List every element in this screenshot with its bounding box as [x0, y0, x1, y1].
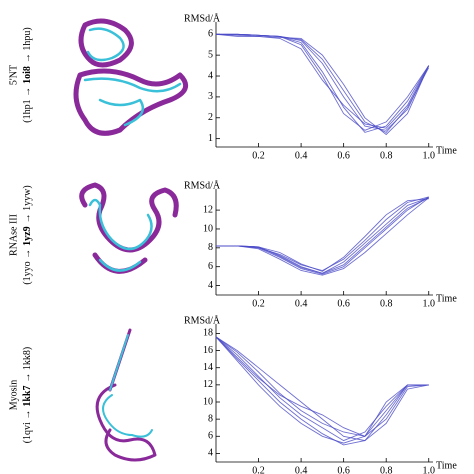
x-tick-label: 0.6 [337, 298, 350, 309]
x-tick-label: 0.8 [380, 150, 393, 161]
x-tick-label: 0.6 [337, 150, 350, 161]
x-tick-label: 0.2 [252, 465, 265, 474]
rmsd-line [215, 336, 429, 437]
y-axis-label: RMSd/Å [184, 12, 221, 24]
structure-5nt [73, 18, 189, 136]
rmsd-line [216, 196, 429, 271]
x-tick-label: 0.2 [252, 150, 265, 161]
x-tick-label: 0.4 [295, 298, 308, 309]
rmsd-line [216, 196, 429, 275]
panel-id: (1yyo → [22, 249, 33, 285]
y-tick-label: 6 [208, 431, 213, 442]
x-tick-label: 1.0 [422, 298, 435, 309]
panel-id: → 1hpu) [22, 27, 33, 63]
rmsd-line [216, 33, 430, 131]
y-tick-label: 10 [203, 223, 213, 234]
panel-label: Myosin(1qvi → 1kk7 → 1kk8) [8, 347, 33, 444]
x-tick-label: 1.0 [422, 150, 435, 161]
panel-id: 1oi8 [22, 66, 33, 84]
panel-id: 1yz9 [22, 226, 33, 245]
panel-id: 1kk7 [22, 386, 33, 407]
y-axis-label: RMSd/Å [184, 179, 221, 191]
x-axis-label: Time [436, 293, 457, 304]
y-tick-label: 4 [208, 70, 213, 81]
panel-id: → 1kk8) [22, 347, 33, 383]
rmsd-line [216, 33, 430, 133]
x-tick-label: 0.4 [295, 150, 308, 161]
structure-rnase [79, 182, 179, 274]
structure-myosin [95, 328, 157, 462]
y-tick-label: 1 [208, 133, 213, 144]
y-tick-label: 8 [208, 413, 213, 424]
rmsd-line [216, 197, 429, 274]
y-tick-label: 4 [208, 280, 213, 291]
y-axis-label: RMSd/Å [184, 314, 221, 326]
y-tick-label: 14 [203, 362, 213, 373]
x-axis-label: Time [436, 145, 457, 156]
panel-id: (1hp1 → [22, 87, 33, 123]
rmsd-line [216, 33, 430, 131]
panel-id: → 1yyw) [22, 185, 33, 223]
y-tick-label: 2 [208, 112, 213, 123]
panel-name: RNAse III [8, 214, 19, 256]
y-tick-label: 18 [203, 328, 213, 339]
panel-name: 5'NT [8, 65, 19, 85]
y-tick-label: 12 [203, 204, 213, 215]
y-tick-label: 16 [203, 345, 213, 356]
panel-ids: (1qvi → 1kk7 → 1kk8) [22, 347, 33, 444]
rmsd-line [215, 336, 429, 437]
panel-name: Myosin [8, 380, 19, 411]
y-tick-label: 12 [203, 379, 213, 390]
x-tick-label: 0.8 [380, 298, 393, 309]
x-tick-label: 0.2 [252, 298, 265, 309]
x-tick-label: 0.8 [380, 465, 393, 474]
rmsd-line [215, 33, 430, 129]
y-tick-label: 6 [208, 261, 213, 272]
x-tick-label: 0.4 [295, 465, 308, 474]
rmsd-line [216, 197, 429, 274]
y-tick-label: 8 [208, 242, 213, 253]
rmsd-line [216, 33, 430, 133]
y-tick-label: 6 [208, 29, 213, 40]
rmsd-line [215, 336, 429, 444]
rmsd-line [216, 197, 429, 276]
x-tick-label: 1.0 [422, 465, 435, 474]
panel-ids: (1yyo → 1yz9 → 1yyw) [22, 185, 33, 284]
x-tick-label: 0.6 [337, 465, 350, 474]
rmsd-line [215, 336, 429, 442]
panel-id: (1qvi → [22, 410, 33, 444]
y-tick-label: 10 [203, 396, 213, 407]
y-tick-label: 4 [208, 448, 213, 459]
rmsd-line [215, 336, 429, 446]
x-axis-label: Time [436, 460, 457, 471]
panel-ids: (1hp1 → 1oi8 → 1hpu) [22, 27, 33, 122]
y-tick-label: 3 [208, 91, 213, 102]
y-tick-label: 5 [208, 49, 213, 60]
panel-label: RNAse III(1yyo → 1yz9 → 1yyw) [8, 185, 33, 284]
rmsd-line [215, 336, 429, 442]
rmsd-line [216, 198, 429, 272]
panel-label: 5'NT(1hp1 → 1oi8 → 1hpu) [8, 27, 33, 122]
